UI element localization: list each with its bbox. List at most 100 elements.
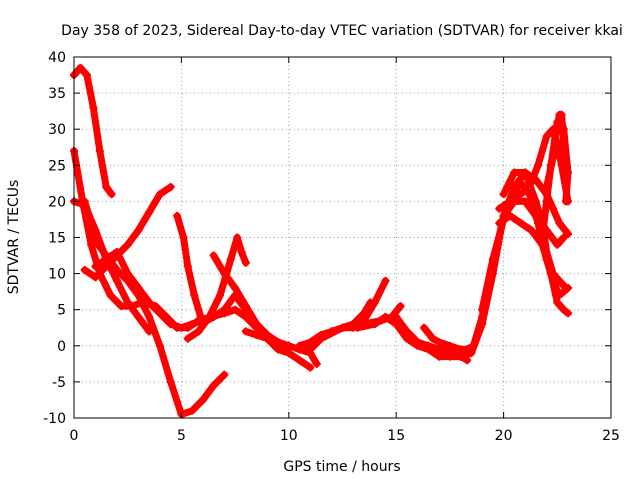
data-point xyxy=(123,269,132,278)
data-point xyxy=(209,251,218,260)
x-tick-label: 10 xyxy=(280,428,298,444)
data-point xyxy=(538,233,547,242)
data-point xyxy=(521,168,530,177)
y-tick-label: 5 xyxy=(57,303,66,319)
chart-title: Day 358 of 2023, Sidereal Day-to-day VTE… xyxy=(61,23,623,39)
data-point xyxy=(317,334,326,343)
grid xyxy=(74,57,611,418)
data-point xyxy=(220,370,229,379)
data-point xyxy=(80,265,89,274)
data-point xyxy=(209,381,218,390)
data-point xyxy=(76,63,85,72)
data-point xyxy=(117,302,126,311)
data-point xyxy=(194,327,203,336)
data-point xyxy=(155,309,164,318)
x-tick-label: 20 xyxy=(495,428,513,444)
data-point xyxy=(155,341,164,350)
x-tick-label: 25 xyxy=(602,428,620,444)
data-point xyxy=(312,359,321,368)
data-point xyxy=(166,182,175,191)
axis-ticks: 0 5 10 15 20 25 -10 -5 0 5 10 15 20 25 30 35 40 xyxy=(43,50,620,444)
data-point xyxy=(370,320,379,329)
data-point xyxy=(456,352,465,361)
data-point xyxy=(179,233,188,242)
data-point xyxy=(435,345,444,354)
data-point xyxy=(392,312,401,321)
data-point xyxy=(241,302,250,311)
data-point xyxy=(145,312,154,321)
data-point xyxy=(506,211,515,220)
data-point xyxy=(85,211,94,220)
data-point xyxy=(435,352,444,361)
data-point xyxy=(231,284,240,293)
data-point xyxy=(435,338,444,347)
data-point xyxy=(516,219,525,228)
data-point xyxy=(301,345,310,354)
data-point xyxy=(564,229,573,238)
data-point xyxy=(102,255,111,264)
series-track-5 xyxy=(80,182,175,282)
data-point xyxy=(469,341,478,350)
data-point xyxy=(353,323,362,332)
data-point xyxy=(188,406,197,415)
data-point xyxy=(107,190,116,199)
x-tick-label: 15 xyxy=(387,428,405,444)
data-point xyxy=(445,349,454,358)
data-point xyxy=(553,117,562,126)
data-point xyxy=(231,305,240,314)
data-point xyxy=(274,345,283,354)
y-tick-label: 40 xyxy=(48,50,66,66)
data-point xyxy=(102,182,111,191)
data-point xyxy=(220,269,229,278)
data-point xyxy=(91,262,100,271)
data-point xyxy=(252,320,261,329)
data-point xyxy=(134,312,143,321)
data-point xyxy=(561,284,570,293)
data-point xyxy=(123,240,132,249)
data-point xyxy=(241,258,250,267)
data-point xyxy=(91,273,100,282)
data-point xyxy=(263,334,272,343)
data-point xyxy=(166,377,175,386)
data-point xyxy=(145,298,154,307)
y-tick-label: 0 xyxy=(57,339,66,355)
data-point xyxy=(237,247,246,256)
y-tick-label: 35 xyxy=(48,86,66,102)
data-point xyxy=(295,341,304,350)
data-point xyxy=(205,312,214,321)
data-point xyxy=(549,269,558,278)
data-point xyxy=(216,291,225,300)
series-line xyxy=(210,252,314,371)
data-point xyxy=(445,341,454,350)
y-tick-label: 10 xyxy=(48,267,66,283)
data-point xyxy=(542,132,551,141)
x-axis-label: GPS time / hours xyxy=(283,459,400,475)
data-point xyxy=(173,211,182,220)
x-tick-label: 5 xyxy=(177,428,186,444)
data-point xyxy=(495,219,504,228)
data-point xyxy=(549,204,558,213)
data-point xyxy=(564,309,573,318)
y-axis-label: SDTVAR / TECUs xyxy=(6,180,22,295)
data-point xyxy=(198,395,207,404)
y-tick-label: 30 xyxy=(48,122,66,138)
data-point xyxy=(549,154,558,163)
data-point xyxy=(499,190,508,199)
data-point xyxy=(463,345,472,354)
data-point xyxy=(190,291,199,300)
data-point xyxy=(106,291,115,300)
series-track-9 xyxy=(209,251,315,372)
data-point xyxy=(112,265,121,274)
data-point xyxy=(542,197,551,206)
data-point xyxy=(91,237,100,246)
data-point xyxy=(516,179,525,188)
data-point xyxy=(561,175,570,184)
data-point xyxy=(553,240,562,249)
data-point xyxy=(488,255,497,264)
data-point xyxy=(102,262,111,271)
data-point xyxy=(413,338,422,347)
y-tick-label: 25 xyxy=(48,158,66,174)
data-point xyxy=(370,298,379,307)
data-point xyxy=(183,262,192,271)
data-point xyxy=(220,305,229,314)
